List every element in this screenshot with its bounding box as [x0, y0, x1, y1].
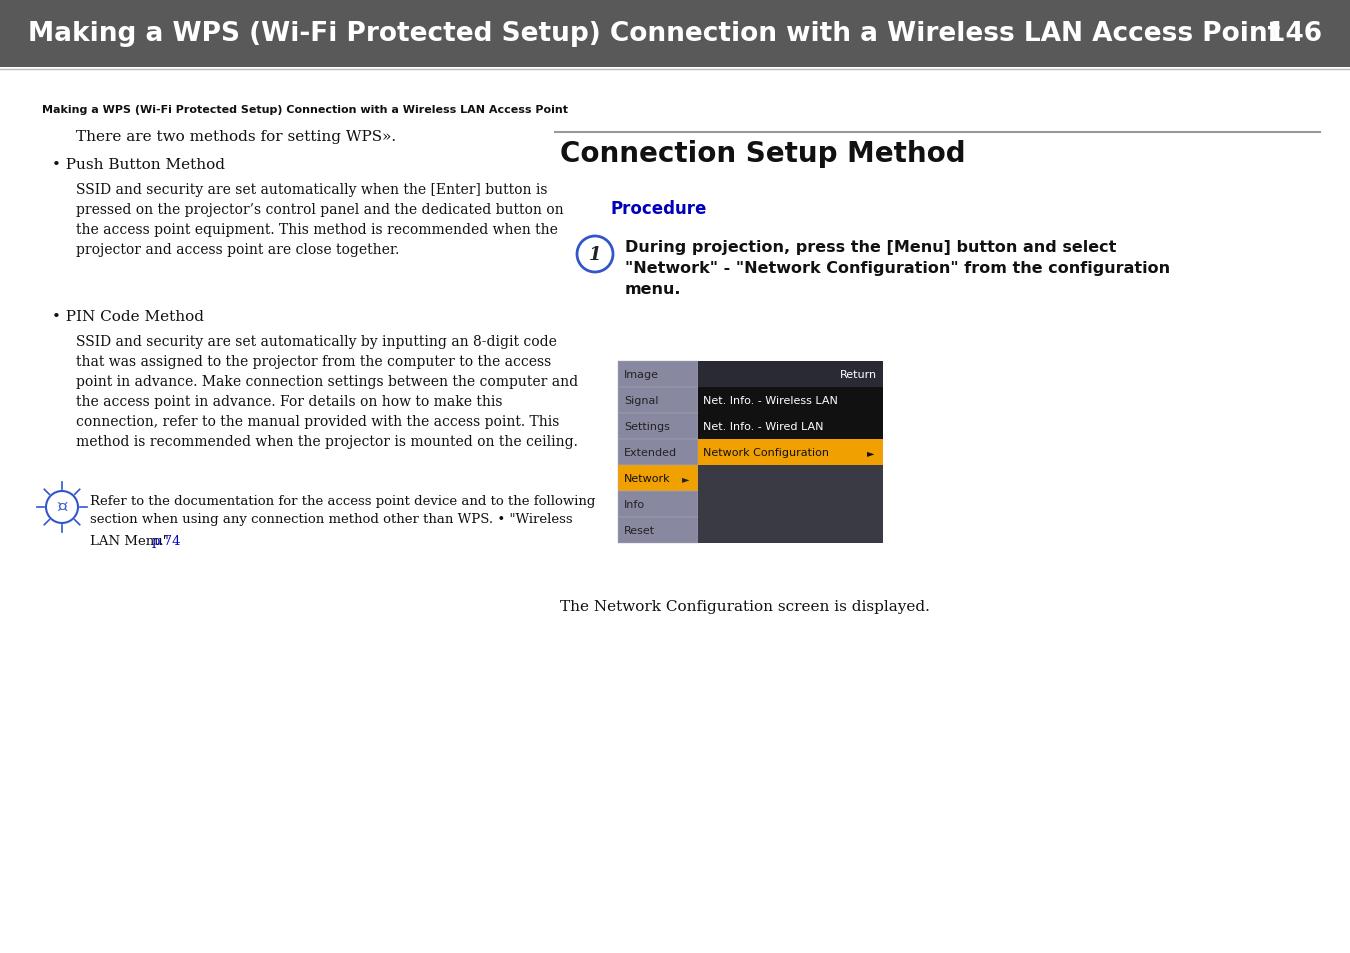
- Text: Image: Image: [624, 370, 659, 379]
- Bar: [698, 361, 883, 543]
- Bar: [698, 517, 883, 543]
- Text: Making a WPS (Wi-Fi Protected Setup) Connection with a Wireless LAN Access Point: Making a WPS (Wi-Fi Protected Setup) Con…: [28, 21, 1280, 47]
- Text: Return: Return: [840, 370, 878, 379]
- Text: During projection, press the [Menu] button and select
"Network" - "Network Confi: During projection, press the [Menu] butt…: [625, 240, 1170, 296]
- Text: ¤: ¤: [57, 498, 68, 517]
- Text: SSID and security are set automatically by inputting an 8-digit code
that was as: SSID and security are set automatically …: [76, 335, 578, 449]
- Bar: [698, 465, 883, 492]
- Text: There are two methods for setting WPS».: There are two methods for setting WPS».: [76, 130, 396, 144]
- Bar: [698, 439, 883, 465]
- Text: Settings: Settings: [624, 421, 670, 432]
- Text: Network: Network: [624, 474, 671, 483]
- Text: 146: 146: [1266, 21, 1322, 47]
- Bar: [698, 414, 883, 439]
- Bar: [698, 361, 883, 388]
- Text: Signal: Signal: [624, 395, 659, 406]
- Text: Net. Info. - Wired LAN: Net. Info. - Wired LAN: [703, 421, 824, 432]
- Text: Reset: Reset: [624, 525, 655, 536]
- Bar: [698, 388, 883, 414]
- Text: Procedure: Procedure: [610, 200, 706, 218]
- Text: Refer to the documentation for the access point device and to the following
sect: Refer to the documentation for the acces…: [90, 495, 595, 526]
- Circle shape: [46, 492, 78, 523]
- Text: Extended: Extended: [624, 448, 678, 457]
- Bar: [618, 492, 698, 517]
- Bar: [618, 361, 698, 543]
- Bar: [698, 492, 883, 517]
- Text: ►: ►: [867, 448, 875, 457]
- Bar: [618, 517, 698, 543]
- Bar: [0, 0, 1350, 68]
- Text: 1: 1: [589, 246, 601, 264]
- Text: Connection Setup Method: Connection Setup Method: [560, 140, 965, 168]
- Bar: [618, 414, 698, 439]
- Text: • Push Button Method: • Push Button Method: [53, 158, 225, 172]
- Text: Net. Info. - Wireless LAN: Net. Info. - Wireless LAN: [703, 395, 838, 406]
- Text: p.74: p.74: [153, 535, 181, 547]
- Text: LAN Menu": LAN Menu": [90, 535, 173, 547]
- Text: Making a WPS (Wi-Fi Protected Setup) Connection with a Wireless LAN Access Point: Making a WPS (Wi-Fi Protected Setup) Con…: [42, 105, 568, 115]
- Bar: [618, 465, 698, 492]
- Text: • PIN Code Method: • PIN Code Method: [53, 310, 204, 324]
- Text: Network Configuration: Network Configuration: [703, 448, 829, 457]
- Circle shape: [576, 236, 613, 273]
- Bar: [618, 388, 698, 414]
- Bar: [618, 361, 698, 388]
- Bar: [618, 439, 698, 465]
- Text: SSID and security are set automatically when the [Enter] button is
pressed on th: SSID and security are set automatically …: [76, 183, 564, 257]
- Text: Info: Info: [624, 499, 645, 510]
- Text: The Network Configuration screen is displayed.: The Network Configuration screen is disp…: [560, 599, 930, 614]
- Text: ►: ►: [682, 474, 690, 483]
